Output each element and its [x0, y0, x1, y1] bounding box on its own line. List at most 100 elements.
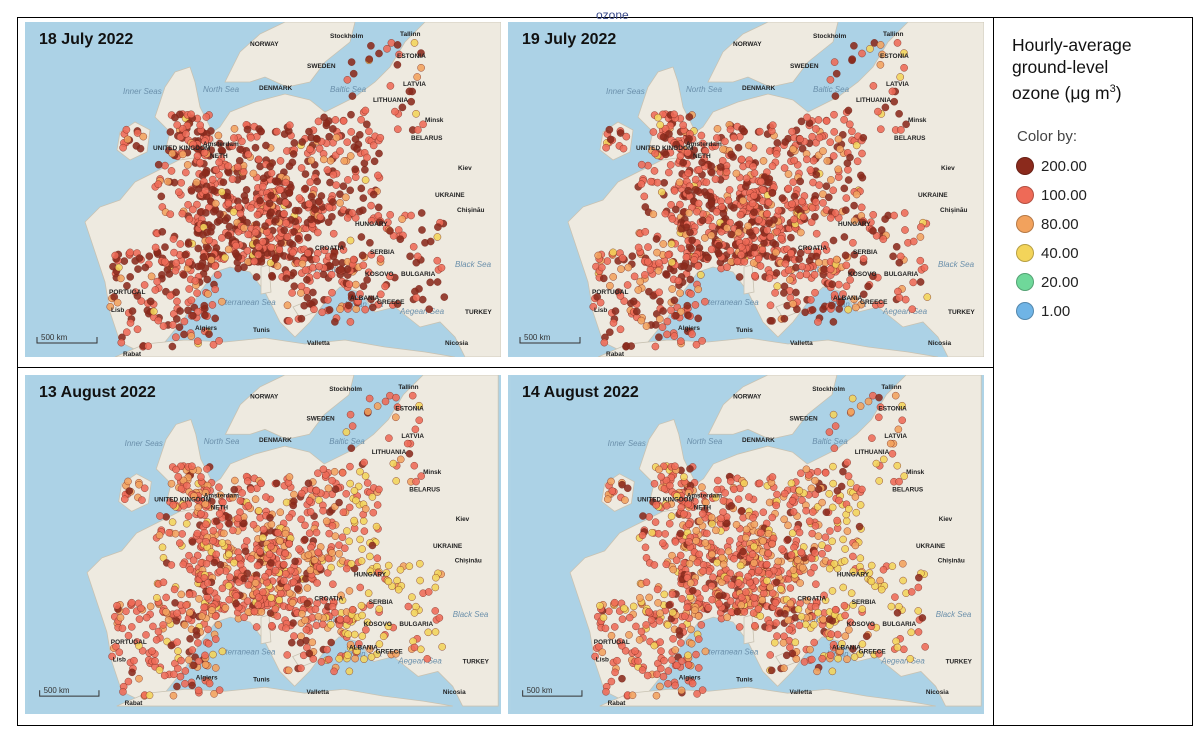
- station-marker[interactable]: [756, 612, 765, 620]
- station-marker[interactable]: [373, 501, 382, 509]
- station-marker[interactable]: [672, 311, 680, 320]
- station-marker[interactable]: [798, 144, 807, 153]
- station-marker[interactable]: [902, 120, 910, 129]
- station-marker[interactable]: [349, 69, 358, 78]
- station-marker[interactable]: [367, 653, 376, 661]
- station-marker[interactable]: [115, 263, 123, 272]
- station-marker[interactable]: [780, 515, 788, 524]
- station-marker[interactable]: [829, 152, 838, 160]
- station-marker[interactable]: [384, 577, 393, 586]
- station-marker[interactable]: [617, 265, 625, 273]
- station-marker[interactable]: [916, 233, 925, 241]
- station-marker[interactable]: [201, 660, 210, 669]
- station-marker[interactable]: [302, 626, 311, 634]
- station-marker[interactable]: [224, 513, 233, 522]
- station-marker[interactable]: [908, 305, 917, 314]
- station-marker[interactable]: [240, 263, 248, 271]
- station-marker[interactable]: [787, 233, 795, 242]
- station-marker[interactable]: [719, 145, 727, 154]
- station-marker[interactable]: [331, 318, 339, 326]
- station-marker[interactable]: [810, 270, 819, 279]
- station-marker[interactable]: [788, 497, 797, 505]
- station-marker[interactable]: [407, 211, 415, 220]
- station-marker[interactable]: [643, 671, 652, 680]
- station-marker[interactable]: [319, 465, 328, 474]
- station-marker[interactable]: [393, 300, 402, 308]
- station-marker[interactable]: [288, 289, 296, 297]
- station-marker[interactable]: [623, 484, 632, 493]
- station-marker[interactable]: [158, 227, 167, 236]
- station-marker[interactable]: [267, 243, 275, 252]
- station-marker[interactable]: [187, 187, 196, 195]
- station-marker[interactable]: [664, 250, 673, 259]
- station-marker[interactable]: [360, 527, 369, 535]
- station-marker[interactable]: [778, 194, 787, 202]
- station-marker[interactable]: [676, 289, 684, 297]
- station-marker[interactable]: [699, 567, 707, 575]
- station-marker[interactable]: [654, 529, 663, 538]
- station-marker[interactable]: [611, 307, 620, 315]
- station-marker[interactable]: [412, 293, 421, 302]
- station-marker[interactable]: [662, 271, 671, 279]
- station-marker[interactable]: [750, 520, 759, 529]
- station-marker[interactable]: [825, 490, 833, 498]
- station-marker[interactable]: [869, 272, 877, 281]
- station-marker[interactable]: [186, 635, 194, 643]
- station-marker[interactable]: [892, 242, 901, 251]
- station-marker[interactable]: [715, 599, 723, 608]
- station-marker[interactable]: [849, 645, 857, 653]
- station-marker[interactable]: [184, 200, 192, 209]
- station-marker[interactable]: [301, 184, 310, 193]
- station-marker[interactable]: [683, 137, 692, 145]
- station-marker[interactable]: [362, 505, 370, 513]
- station-marker[interactable]: [737, 507, 746, 515]
- station-marker[interactable]: [120, 495, 129, 503]
- station-marker[interactable]: [272, 127, 281, 136]
- station-marker[interactable]: [814, 116, 823, 124]
- station-marker[interactable]: [749, 514, 757, 522]
- station-marker[interactable]: [301, 521, 309, 530]
- station-marker[interactable]: [629, 297, 638, 306]
- station-marker[interactable]: [684, 660, 693, 669]
- station-marker[interactable]: [357, 116, 365, 124]
- station-marker[interactable]: [843, 655, 851, 663]
- station-marker[interactable]: [721, 137, 729, 146]
- station-marker[interactable]: [238, 489, 246, 497]
- station-marker[interactable]: [839, 467, 847, 476]
- station-marker[interactable]: [850, 250, 859, 259]
- station-marker[interactable]: [234, 203, 243, 211]
- station-marker[interactable]: [768, 121, 777, 129]
- station-marker[interactable]: [332, 133, 341, 142]
- station-marker[interactable]: [191, 277, 200, 285]
- station-marker[interactable]: [652, 691, 661, 700]
- station-marker[interactable]: [846, 618, 855, 627]
- station-marker[interactable]: [346, 640, 355, 649]
- station-marker[interactable]: [189, 140, 197, 149]
- station-marker[interactable]: [672, 661, 681, 669]
- station-marker[interactable]: [185, 656, 193, 664]
- station-marker[interactable]: [347, 444, 356, 452]
- station-marker[interactable]: [848, 127, 856, 136]
- station-marker[interactable]: [795, 255, 803, 263]
- station-marker[interactable]: [167, 479, 176, 488]
- station-marker[interactable]: [620, 297, 628, 305]
- station-marker[interactable]: [256, 196, 264, 205]
- station-marker[interactable]: [120, 257, 129, 265]
- station-marker[interactable]: [659, 307, 667, 315]
- station-marker[interactable]: [819, 190, 827, 198]
- station-marker[interactable]: [750, 243, 758, 252]
- station-marker[interactable]: [318, 308, 327, 317]
- station-marker[interactable]: [899, 576, 907, 585]
- station-marker[interactable]: [304, 479, 313, 488]
- station-marker[interactable]: [835, 305, 844, 313]
- station-marker[interactable]: [135, 615, 144, 623]
- station-marker[interactable]: [124, 631, 133, 640]
- station-marker[interactable]: [754, 566, 763, 575]
- station-marker[interactable]: [606, 328, 614, 337]
- station-marker[interactable]: [232, 592, 241, 600]
- station-marker[interactable]: [811, 476, 819, 485]
- station-marker[interactable]: [225, 550, 233, 559]
- station-marker[interactable]: [330, 467, 339, 476]
- station-marker[interactable]: [613, 656, 621, 665]
- station-marker[interactable]: [698, 509, 707, 518]
